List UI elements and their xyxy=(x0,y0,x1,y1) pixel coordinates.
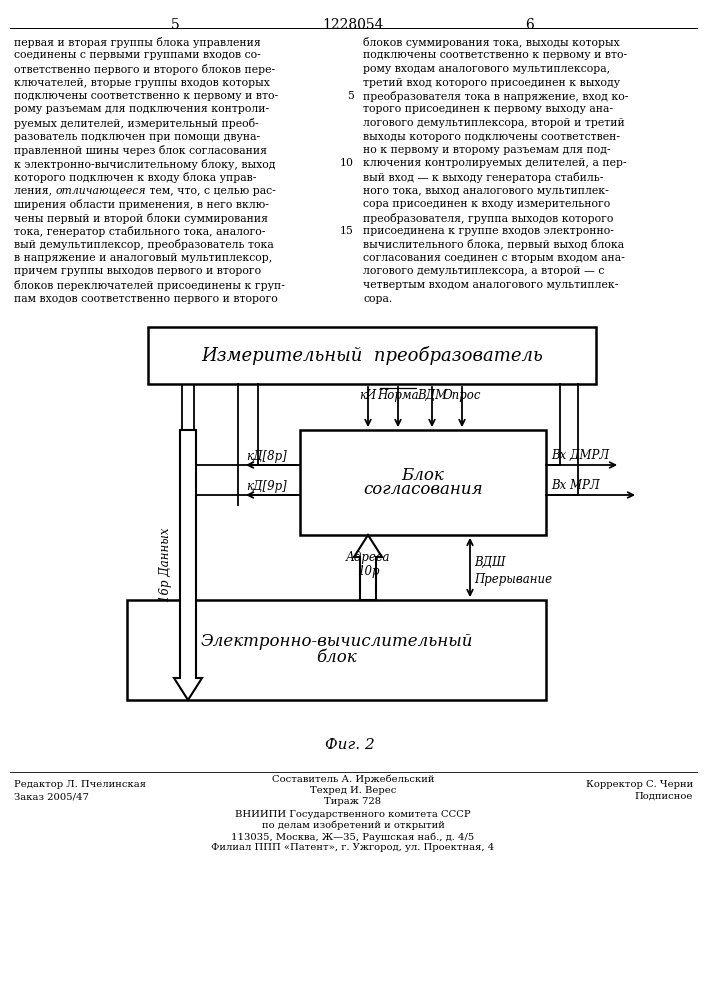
Text: ВДШ: ВДШ xyxy=(474,556,506,569)
Text: ширения области применения, в него вклю-: ширения области применения, в него вклю- xyxy=(14,199,269,210)
Bar xyxy=(148,327,596,384)
Text: преобразователя, группа выходов которого: преобразователя, группа выходов которого xyxy=(363,213,614,224)
Text: 5: 5 xyxy=(347,91,354,101)
Text: кД[9р]: кД[9р] xyxy=(246,480,287,493)
Text: логового демультиплексора, а второй — с: логового демультиплексора, а второй — с xyxy=(363,266,604,276)
Text: ключателей, вторые группы входов которых: ключателей, вторые группы входов которых xyxy=(14,78,270,88)
Text: отличающееся: отличающееся xyxy=(56,186,146,196)
Text: 15: 15 xyxy=(340,226,354,236)
Text: Опрос: Опрос xyxy=(443,389,481,402)
Text: рому разъемам для подключения контроли-: рому разъемам для подключения контроли- xyxy=(14,104,269,114)
Text: Измерительный  преобразователь: Измерительный преобразователь xyxy=(201,346,543,365)
Text: рому входам аналогового мультиплексора,: рому входам аналогового мультиплексора, xyxy=(363,64,610,74)
Text: блок: блок xyxy=(316,650,357,666)
Text: Прерывание: Прерывание xyxy=(474,573,552,586)
Text: 10р: 10р xyxy=(357,565,379,578)
Text: вый вход — к выходу генератора стабиль-: вый вход — к выходу генератора стабиль- xyxy=(363,172,603,183)
Text: кД[8р]: кД[8р] xyxy=(246,450,287,463)
Text: ВДМ: ВДМ xyxy=(417,389,447,402)
Text: чены первый и второй блоки суммирования: чены первый и второй блоки суммирования xyxy=(14,213,268,224)
Text: 16р Данных: 16р Данных xyxy=(160,528,173,602)
Text: торого присоединен к первому выходу ана-: торого присоединен к первому выходу ана- xyxy=(363,104,613,114)
Text: сора.: сора. xyxy=(363,294,392,304)
Text: подключены соответственно к первому и вто-: подключены соответственно к первому и вт… xyxy=(363,50,627,60)
Text: разователь подключен при помощи двуна-: разователь подключен при помощи двуна- xyxy=(14,131,260,141)
Text: Электронно-вычислительный: Электронно-вычислительный xyxy=(200,634,473,650)
Text: Редактор Л. Пчелинская: Редактор Л. Пчелинская xyxy=(14,780,146,789)
Text: Фиг. 2: Фиг. 2 xyxy=(325,738,375,752)
Text: Вх МРЛ: Вх МРЛ xyxy=(551,479,600,492)
Text: по делам изобретений и открытий: по делам изобретений и открытий xyxy=(262,821,445,830)
Polygon shape xyxy=(354,535,382,600)
Text: сора присоединен к входу измерительного: сора присоединен к входу измерительного xyxy=(363,199,610,209)
Bar xyxy=(127,600,546,700)
Text: 5: 5 xyxy=(170,18,180,32)
Text: вычислительного блока, первый выход блока: вычислительного блока, первый выход блок… xyxy=(363,239,624,250)
Text: четвертым входом аналогового мультиплек-: четвертым входом аналогового мультиплек- xyxy=(363,280,619,290)
Text: к электронно-вычислительному блоку, выход: к электронно-вычислительному блоку, выхо… xyxy=(14,158,276,169)
Text: соединены с первыми группами входов со-: соединены с первыми группами входов со- xyxy=(14,50,261,60)
Text: первая и вторая группы блока управления: первая и вторая группы блока управления xyxy=(14,37,261,48)
Text: 6: 6 xyxy=(525,18,534,32)
Text: Техред И. Верес: Техред И. Верес xyxy=(310,786,396,795)
Text: тока, генератор стабильного тока, аналого-: тока, генератор стабильного тока, аналог… xyxy=(14,226,265,237)
Text: Тираж 728: Тираж 728 xyxy=(325,797,382,806)
Text: Заказ 2005/47: Заказ 2005/47 xyxy=(14,792,89,801)
Text: Блок: Блок xyxy=(402,467,445,484)
Bar xyxy=(300,430,546,535)
Text: ления,: ления, xyxy=(14,186,56,196)
Text: ВНИИПИ Государственного комитета СССР: ВНИИПИ Государственного комитета СССР xyxy=(235,810,471,819)
Text: присоединена к группе входов электронно-: присоединена к группе входов электронно- xyxy=(363,226,614,236)
Text: в напряжение и аналоговый мультиплексор,: в напряжение и аналоговый мультиплексор, xyxy=(14,253,272,263)
Text: согласования: согласования xyxy=(363,481,483,498)
Text: но к первому и второму разъемам для под-: но к первому и второму разъемам для под- xyxy=(363,145,611,155)
Text: Филиал ППП «Патент», г. Ужгород, ул. Проектная, 4: Филиал ППП «Патент», г. Ужгород, ул. Про… xyxy=(211,843,495,852)
Polygon shape xyxy=(174,430,202,700)
Text: логового демультиплексора, второй и третий: логового демультиплексора, второй и трет… xyxy=(363,118,625,128)
Text: Подписное: Подписное xyxy=(635,792,693,801)
Text: руемых делителей, измерительный преоб-: руемых делителей, измерительный преоб- xyxy=(14,118,259,129)
Text: кИ: кИ xyxy=(359,389,377,402)
Text: 113035, Москва, Ж—35, Раушская наб., д. 4/5: 113035, Москва, Ж—35, Раушская наб., д. … xyxy=(231,832,474,842)
Text: Корректор С. Черни: Корректор С. Черни xyxy=(586,780,693,789)
Text: тем, что, с целью рас-: тем, что, с целью рас- xyxy=(146,186,276,196)
Text: ного тока, выход аналогового мультиплек-: ного тока, выход аналогового мультиплек- xyxy=(363,186,609,196)
Text: правленной шины через блок согласования: правленной шины через блок согласования xyxy=(14,145,267,156)
Text: блоков переключателей присоединены к груп-: блоков переключателей присоединены к гру… xyxy=(14,280,285,291)
Text: Вх ДМРЛ: Вх ДМРЛ xyxy=(551,449,609,462)
Text: Норма: Норма xyxy=(378,389,419,402)
Text: подключены соответственно к первому и вто-: подключены соответственно к первому и вт… xyxy=(14,91,278,101)
Text: ответственно первого и второго блоков пере-: ответственно первого и второго блоков пе… xyxy=(14,64,275,75)
Text: третий вход которого присоединен к выходу: третий вход которого присоединен к выход… xyxy=(363,78,620,88)
Text: ключения контролируемых делителей, а пер-: ключения контролируемых делителей, а пер… xyxy=(363,158,626,168)
Text: 1228054: 1228054 xyxy=(322,18,384,32)
Text: согласования соединен с вторым входом ана-: согласования соединен с вторым входом ан… xyxy=(363,253,625,263)
Text: Составитель А. Иржебельский: Составитель А. Иржебельский xyxy=(271,775,434,784)
Text: вый демультиплексор, преобразователь тока: вый демультиплексор, преобразователь ток… xyxy=(14,239,274,250)
Text: выходы которого подключены соответствен-: выходы которого подключены соответствен- xyxy=(363,131,620,141)
Text: преобразователя тока в напряжение, вход ко-: преобразователя тока в напряжение, вход … xyxy=(363,91,629,102)
Text: причем группы выходов первого и второго: причем группы выходов первого и второго xyxy=(14,266,261,276)
Text: Адреса: Адреса xyxy=(346,551,390,564)
Text: 10: 10 xyxy=(340,158,354,168)
Text: пам входов соответственно первого и второго: пам входов соответственно первого и втор… xyxy=(14,294,278,304)
Text: блоков суммирования тока, выходы которых: блоков суммирования тока, выходы которых xyxy=(363,37,620,48)
Text: которого подключен к входу блока управ-: которого подключен к входу блока управ- xyxy=(14,172,257,183)
